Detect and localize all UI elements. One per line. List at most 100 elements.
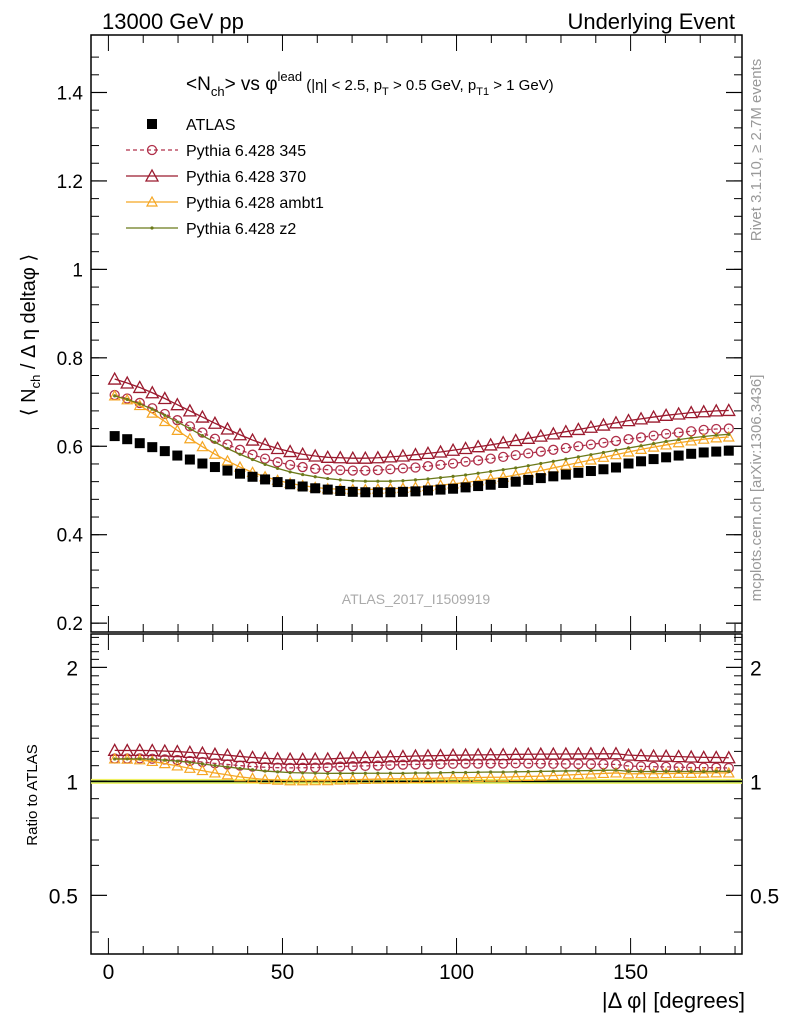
pythia-ambt1-ratio-point <box>158 757 171 769</box>
pythia-345-ratio-line <box>114 757 729 769</box>
pythia-z2-line <box>114 395 729 482</box>
legend-marker-pythia-370 <box>144 168 160 182</box>
pythia-z2-ratio-point <box>313 771 317 775</box>
pythia-345-point <box>472 455 484 466</box>
pythia-z2-point <box>376 479 380 483</box>
pythia-370-point <box>170 397 185 411</box>
pythia-370-point <box>245 432 260 446</box>
pythia-ambt1-ratio-point <box>672 767 685 778</box>
pythia-ambt1-ratio-point <box>384 772 397 784</box>
atlas-point <box>636 456 647 467</box>
main-axis-ticks: 0.2 0.4 0.6 0.8 1 1.2 1.4 <box>57 35 742 635</box>
pythia-370-point <box>295 446 310 460</box>
pythia-z2-ratio-point <box>501 770 505 774</box>
ratio-y-tick-label-right: 2 <box>750 657 762 680</box>
pythia-345-ratio-point <box>385 759 396 771</box>
pythia-370-point <box>257 437 273 451</box>
pythia-ambt1-ratio-point <box>597 767 610 779</box>
pythia-z2-point <box>401 479 405 483</box>
pythia-ambt1-ratio-point <box>233 770 247 782</box>
atlas-point <box>498 477 509 488</box>
pythia-ambt1-ratio-point <box>421 772 435 784</box>
pythia-z2-ratio-point <box>664 769 668 773</box>
pythia-ambt1-point <box>158 415 171 427</box>
pythia-370-ratio-point <box>245 750 260 764</box>
pythia-z2-ratio-point <box>702 769 706 774</box>
pythia-345-ratio-point <box>447 758 459 769</box>
pythia-370-ratio-line <box>114 749 729 760</box>
pythia-z2-ratio-line <box>114 758 729 775</box>
pythia-z2-ratio-point <box>363 771 367 775</box>
pythia-370-point <box>684 405 699 419</box>
atlas-point <box>535 473 546 484</box>
atlas-point <box>485 479 496 490</box>
pythia-345-point <box>272 457 283 468</box>
pythia-z2-point <box>225 446 230 451</box>
pythia-370-ratio-point <box>182 744 197 758</box>
pythia-345-ratio-point <box>184 755 196 767</box>
atlas-point <box>648 454 659 465</box>
pythia-370-ratio-point <box>521 746 536 760</box>
atlas-point <box>247 471 258 482</box>
pythia-ambt1-point <box>146 406 159 418</box>
pythia-370-ratio-point <box>420 748 436 762</box>
atlas-point <box>448 483 459 494</box>
pythia-370-point <box>383 449 398 463</box>
pythia-z2-point <box>626 446 631 450</box>
pythia-z2-point <box>564 457 568 461</box>
pythia-z2-ratio-point <box>589 768 593 773</box>
pythia-ambt1-ratio-point <box>309 774 322 786</box>
pythia-370-ratio-point <box>696 750 711 764</box>
pythia-ambt1-ratio-point <box>284 774 297 786</box>
pythia-z2-ratio-point <box>551 769 555 773</box>
legend-marker-pythia-345 <box>146 144 158 156</box>
pythia-ambt1-ratio-point <box>334 773 347 785</box>
pythia-ambt1-ratio-point <box>660 767 673 779</box>
pythia-z2-point <box>125 397 129 401</box>
pythia-ambt1-point <box>108 389 121 401</box>
pythia-370-point <box>709 403 724 417</box>
pythia-345-point <box>660 428 672 440</box>
pythia-z2-point <box>489 469 493 474</box>
atlas-point <box>297 481 308 492</box>
legend-marker-pythia-z2 <box>150 226 154 230</box>
pythia-370-point <box>445 442 461 456</box>
pythia-ambt1-point <box>697 432 710 444</box>
pythia-370-ratio-point <box>583 746 599 760</box>
pythia-345-point <box>310 463 321 474</box>
atlas-point <box>610 462 621 473</box>
pythia-ambt1-ratio-point <box>710 766 723 778</box>
pythia-z2-point <box>651 442 656 446</box>
pythia-z2-point <box>677 438 681 442</box>
pythia-370-ratio-point <box>571 746 586 760</box>
pythia-345-point <box>485 453 496 464</box>
pythia-345-point <box>460 456 471 467</box>
pythia-345-line <box>114 394 729 472</box>
atlas-point <box>585 466 596 477</box>
pythia-370-ratio-point <box>546 746 561 760</box>
pythia-z2-point <box>551 459 555 463</box>
pythia-z2-point <box>363 479 367 483</box>
ratio-y-tick-label-right: 1 <box>750 771 762 794</box>
atlas-point <box>372 487 383 498</box>
atlas-point <box>435 484 446 495</box>
pythia-345-ratio-point <box>460 758 471 769</box>
pythia-370-ratio-point <box>633 748 649 762</box>
pythia-z2-ratio-point <box>125 757 129 761</box>
pythia-370-point <box>232 427 248 441</box>
pythia-z2-ratio-point <box>413 771 418 775</box>
pythia-z2-ratio-point <box>514 770 518 774</box>
pythia-ambt1-point <box>196 440 209 452</box>
pythia-z2-ratio-point <box>275 770 280 774</box>
pythia-370-ratio-point <box>395 749 411 763</box>
pythia-z2-point <box>288 470 292 474</box>
pythia-370-ratio-point <box>157 743 172 757</box>
pythia-370-point <box>220 421 235 435</box>
pythia-ambt1-ratio-point <box>196 764 209 776</box>
pythia-z2-point <box>200 434 205 438</box>
legend: ATLAS Pythia 6.428 345 Pythia 6.428 370 Pyt… <box>126 117 324 238</box>
pythia-z2-ratio-point <box>426 771 430 775</box>
pythia-345-ratio-point <box>410 759 421 770</box>
atlas-point <box>661 452 672 463</box>
pythia-z2-ratio-point <box>651 769 656 774</box>
